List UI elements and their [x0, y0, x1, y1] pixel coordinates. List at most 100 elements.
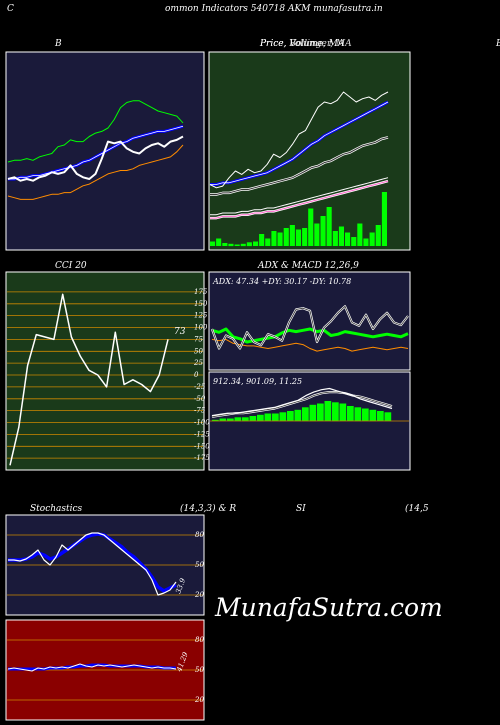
volume-bar: [326, 207, 332, 246]
volume-bar: [283, 228, 289, 246]
macd-hist-bar: [354, 407, 362, 422]
volume-bar: [332, 231, 338, 246]
rsi-tick-label: 20: [194, 696, 204, 704]
signal-line: [211, 391, 393, 418]
macd-hist-bar: [219, 418, 227, 421]
rsi-tick-label: 80: [195, 636, 204, 644]
cci-title: CCI 20: [55, 261, 87, 271]
volume-bar: [338, 226, 344, 246]
stoch-tick-label: 80: [195, 531, 204, 539]
price-line: [209, 91, 389, 189]
cci-tick-label: -50: [194, 395, 206, 403]
cci-label: 73: [174, 327, 186, 337]
header-title: ommon Indicators 540718 AKM munafasutra.…: [165, 4, 383, 14]
cci-tick-label: 150: [194, 300, 208, 308]
bollinger-title: B: [54, 39, 62, 49]
volume-bar: [295, 229, 301, 246]
cci-tick-label: 25: [193, 359, 203, 367]
macd-hist-bar: [272, 413, 279, 421]
macd-hist-bar: [249, 416, 257, 421]
macd-hist-bar: [264, 413, 272, 421]
stoch-params: (14,3,3) & R: [180, 503, 236, 514]
cci-tick-label: 100: [194, 324, 208, 332]
adx-panel: [208, 271, 411, 371]
macd-hist-bar: [302, 407, 309, 422]
macd-hist-bar: [362, 408, 369, 421]
volume-bar: [289, 225, 295, 246]
cci-tick-label: -175: [194, 454, 210, 462]
macd-hist-bar: [377, 411, 384, 421]
macd-line: [211, 387, 393, 417]
header-left-letter: C: [7, 4, 14, 14]
adx-readout: ADX: 47.34 +DY: 30.17 -DY: 10.78: [212, 277, 351, 286]
rsi-params: (14,5: [405, 503, 429, 514]
adx-macd-title: ADX & MACD 12,26,9: [257, 261, 359, 271]
cci-panel: [5, 271, 205, 471]
volume-bar: [314, 223, 320, 246]
volume-bar: [216, 238, 222, 246]
volume-bar: [320, 216, 326, 246]
cci-tick-label: 175: [194, 288, 208, 296]
macd-hist-bar: [339, 403, 347, 421]
price-title: Price, Volume, MA: [259, 39, 345, 49]
bollinger-lower-line: [7, 144, 184, 200]
volume-bar: [375, 225, 381, 246]
macd-hist-bar: [324, 401, 332, 421]
adx-line: [211, 305, 409, 349]
stoch-tick-label: 20: [194, 591, 204, 599]
macd-hist-bar: [309, 404, 317, 422]
stoch-title: Stochastics: [30, 504, 83, 514]
price-overlay-title: Price, Bollinger, MA: [259, 39, 352, 49]
volume-bar: [302, 228, 308, 246]
cci-tick-label: 50: [194, 347, 203, 355]
volume-bar: [234, 244, 240, 246]
cci-tick-label: -25: [194, 383, 206, 391]
macd-hist-bar: [332, 402, 339, 422]
cci-line: [9, 293, 169, 466]
ma4-line: [210, 180, 389, 219]
volume-bar: [265, 238, 271, 246]
bollinger-upper-line: [7, 100, 184, 163]
volume-bar: [308, 208, 314, 246]
volume-bar: [228, 243, 234, 247]
macd-hist-bar: [287, 411, 294, 421]
macd-readout: 912.34, 901.09, 11.25: [213, 377, 302, 386]
stoch-tick-label: 50: [195, 561, 204, 569]
macd-hist-bar: [234, 417, 242, 422]
macd-hist-bar: [369, 409, 377, 422]
volume-bar: [363, 238, 369, 246]
macd-hist-bar: [257, 414, 264, 422]
volume-bar: [277, 232, 283, 246]
rsi-title: SI: [296, 504, 306, 514]
ndi-line: [211, 338, 409, 352]
macd-hist-bar: [227, 418, 234, 421]
cci-tick-label: 125: [194, 312, 208, 320]
stoch-k-line: [8, 532, 177, 596]
cci-tick-label: -125: [194, 430, 210, 438]
volume-bar: [369, 232, 375, 246]
volume-bar: [381, 192, 387, 246]
rsi-tick-label: 50: [195, 666, 204, 674]
macd-hist-bar: [212, 419, 219, 422]
volume-bar: [259, 234, 265, 246]
rsi-line: [7, 663, 177, 672]
volume-bar: [246, 242, 252, 247]
volume-bar: [222, 243, 228, 246]
volume-bar: [351, 237, 357, 246]
cci-tick-label: -75: [194, 407, 206, 415]
bollinger-middle-highlight: [8, 125, 184, 180]
bollinger-close-line: [7, 135, 184, 182]
volume-bar: [271, 231, 277, 246]
volume-bar: [345, 232, 351, 246]
cci-tick-label: -150: [194, 442, 210, 450]
macd-hist-bar: [384, 412, 392, 422]
chart-marks: 175 150 125 100 75 50 25 0 -25 -50 -75 -100 -125 -150…: [7, 91, 409, 704]
volume-bar: [240, 243, 246, 247]
ma2-line: [210, 136, 389, 195]
volume-bar: [357, 223, 363, 246]
right-edge-letter: B: [495, 39, 500, 49]
ma1-highlight: [210, 101, 389, 185]
macd-hist-bar: [242, 417, 249, 422]
